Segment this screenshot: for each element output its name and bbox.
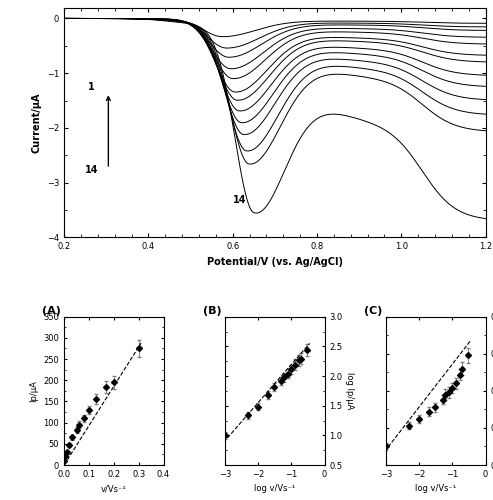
Y-axis label: Current/μA: Current/μA xyxy=(31,92,41,152)
Text: 14: 14 xyxy=(233,196,246,205)
Text: (A): (A) xyxy=(42,306,61,316)
X-axis label: Potential/V (vs. Ag/AgCl): Potential/V (vs. Ag/AgCl) xyxy=(207,256,343,266)
X-axis label: v/Vs⁻¹: v/Vs⁻¹ xyxy=(101,484,127,494)
Text: 14: 14 xyxy=(85,165,98,175)
Text: (B): (B) xyxy=(203,306,222,316)
Text: (C): (C) xyxy=(364,306,383,316)
X-axis label: log v/Vs⁻¹: log v/Vs⁻¹ xyxy=(254,484,295,494)
Text: 1: 1 xyxy=(88,82,95,92)
Y-axis label: Ip/μA: Ip/μA xyxy=(29,380,38,402)
Y-axis label: log Ip/μA: log Ip/μA xyxy=(345,372,354,410)
X-axis label: log v/Vs⁻¹: log v/Vs⁻¹ xyxy=(415,484,457,494)
